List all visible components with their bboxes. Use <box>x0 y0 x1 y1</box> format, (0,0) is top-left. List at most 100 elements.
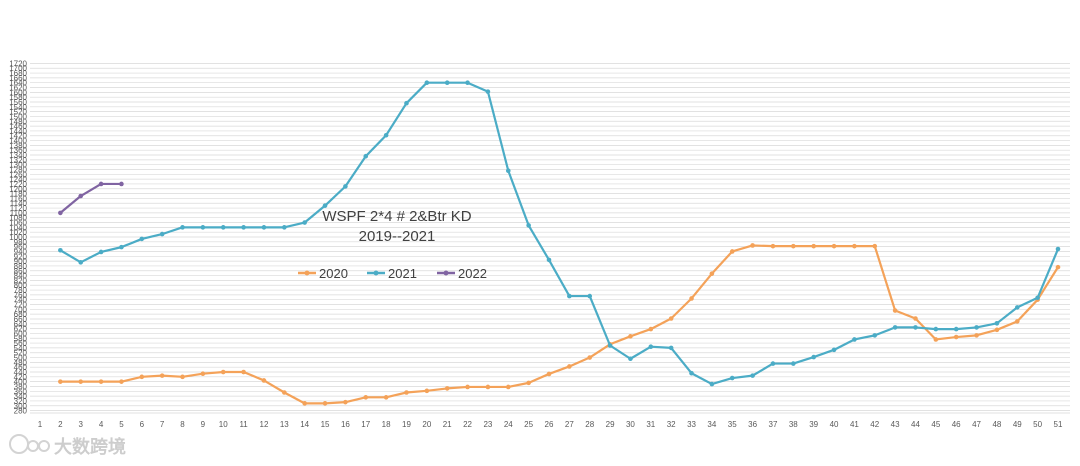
watermark: 大数跨境 <box>9 434 126 458</box>
gridlines <box>30 63 1070 414</box>
x-tick-label: 24 <box>504 420 513 429</box>
data-point-2020 <box>98 379 104 384</box>
data-point-2020 <box>1014 319 1020 324</box>
data-point-2020 <box>668 316 674 321</box>
data-point-2020 <box>282 390 287 395</box>
legend-label-2021: 2021 <box>388 266 417 281</box>
data-point-2021 <box>282 225 287 230</box>
y-tick-label: 640 <box>14 320 28 329</box>
y-tick-label: 1540 <box>9 103 27 112</box>
x-tick-label: 32 <box>667 420 676 429</box>
y-tick-label: 1200 <box>9 185 27 194</box>
x-tick-label: 28 <box>585 420 594 429</box>
x-tick-label: 19 <box>402 420 411 429</box>
data-point-2020 <box>913 316 918 321</box>
data-point-2022 <box>119 181 124 187</box>
data-point-2020 <box>180 374 185 380</box>
y-tick-label: 980 <box>14 238 28 247</box>
data-point-2020 <box>750 243 755 248</box>
x-tick-label: 8 <box>180 420 185 429</box>
data-point-2020 <box>302 401 307 406</box>
data-point-2020 <box>831 243 837 249</box>
y-tick-label: 1340 <box>9 151 27 160</box>
x-tick-label: 51 <box>1054 420 1063 429</box>
y-tick-label: 400 <box>14 378 28 387</box>
legend-marker-2021 <box>373 270 379 276</box>
y-tick-label: 1140 <box>10 199 28 208</box>
data-point-2021 <box>119 244 124 250</box>
x-tick-label: 35 <box>728 420 737 429</box>
x-tick-label: 10 <box>219 420 228 429</box>
data-point-2020 <box>628 334 633 339</box>
data-point-2020 <box>505 384 511 390</box>
data-point-2020 <box>852 243 857 249</box>
data-point-2021 <box>994 321 1000 326</box>
y-tick-label: 380 <box>14 382 28 391</box>
data-point-2020 <box>261 378 267 383</box>
data-point-2020 <box>770 243 776 249</box>
y-tick-label: 660 <box>14 315 28 324</box>
data-point-2020 <box>159 373 165 378</box>
data-point-2020 <box>485 384 491 390</box>
y-tick-label: 960 <box>14 243 28 252</box>
data-point-2021 <box>343 184 348 189</box>
y-tick-label: 1100 <box>10 209 28 218</box>
y-tick-label: 1480 <box>9 117 27 126</box>
watermark-text: 大数跨境 <box>54 436 126 458</box>
y-tick-label: 1460 <box>9 122 27 131</box>
data-point-2021 <box>180 225 185 230</box>
y-tick-label: 1440 <box>9 127 27 136</box>
y-tick-label: 820 <box>14 276 28 285</box>
y-tick-label: 800 <box>14 281 28 290</box>
data-point-2020 <box>465 384 470 390</box>
data-point-2020 <box>709 271 715 276</box>
data-point-2020 <box>933 337 939 342</box>
data-point-2021 <box>444 80 450 85</box>
data-point-2020 <box>791 243 796 249</box>
x-tick-label: 33 <box>687 420 696 429</box>
x-tick-label: 43 <box>891 420 900 429</box>
y-tick-label: 1360 <box>9 146 27 155</box>
y-tick-label: 720 <box>14 301 28 310</box>
y-tick-label: 1080 <box>9 214 27 223</box>
x-tick-label: 5 <box>119 420 124 429</box>
data-point-2021 <box>791 361 796 366</box>
legend-label-2022: 2022 <box>458 266 487 281</box>
legend: 2020 2021 2022 <box>298 266 487 281</box>
y-tick-label: 1180 <box>10 190 28 199</box>
y-tick-label: 360 <box>14 387 28 396</box>
data-point-2021 <box>1014 305 1020 310</box>
x-tick-label: 39 <box>809 420 818 429</box>
data-point-2021 <box>811 354 816 360</box>
y-tick-label: 1040 <box>9 223 27 232</box>
y-tick-label: 1060 <box>9 219 27 228</box>
x-tick-label: 4 <box>99 420 104 429</box>
y-tick-label: 760 <box>14 291 28 300</box>
y-axis-ticks: 2803003203403603804004204404604805005205… <box>9 59 27 415</box>
x-tick-label: 31 <box>646 420 655 429</box>
y-tick-label: 340 <box>14 392 28 401</box>
data-point-2020 <box>363 395 369 400</box>
y-tick-label: 1220 <box>9 180 27 189</box>
data-point-2021 <box>689 370 694 376</box>
y-tick-label: 620 <box>14 325 28 334</box>
x-tick-label: 48 <box>992 420 1001 429</box>
x-tick-label: 40 <box>830 420 839 429</box>
data-point-2021 <box>587 293 593 299</box>
x-tick-label: 14 <box>300 420 309 429</box>
y-tick-label: 1260 <box>9 170 27 179</box>
data-point-2020 <box>872 243 878 249</box>
data-point-2021 <box>974 325 979 330</box>
data-point-2020 <box>58 379 63 384</box>
x-tick-label: 44 <box>911 420 920 429</box>
legend-item-2020: 2020 <box>298 266 348 281</box>
y-tick-label: 680 <box>14 310 28 319</box>
y-tick-label: 1660 <box>9 74 27 83</box>
y-tick-label: 1500 <box>9 112 27 121</box>
y-tick-label: 580 <box>14 334 28 343</box>
data-point-2021 <box>139 236 145 242</box>
data-point-2020 <box>119 379 124 384</box>
x-tick-label: 7 <box>160 420 165 429</box>
